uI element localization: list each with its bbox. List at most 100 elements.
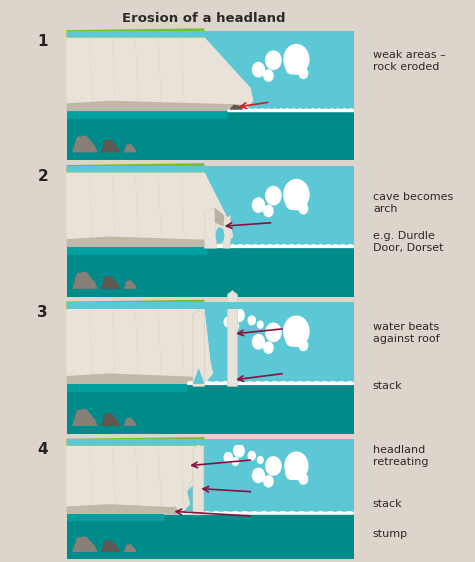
Polygon shape bbox=[207, 244, 354, 248]
Polygon shape bbox=[229, 105, 243, 110]
Circle shape bbox=[283, 315, 310, 347]
Circle shape bbox=[298, 473, 308, 485]
Text: weak areas –
rock eroded: weak areas – rock eroded bbox=[373, 51, 446, 72]
Polygon shape bbox=[124, 544, 137, 552]
Circle shape bbox=[232, 322, 239, 331]
Circle shape bbox=[265, 51, 282, 70]
Circle shape bbox=[223, 452, 233, 463]
Polygon shape bbox=[101, 139, 120, 152]
Polygon shape bbox=[193, 368, 204, 384]
Polygon shape bbox=[215, 208, 224, 226]
Polygon shape bbox=[196, 38, 253, 111]
Circle shape bbox=[247, 315, 256, 325]
Polygon shape bbox=[101, 540, 120, 552]
Polygon shape bbox=[66, 31, 354, 38]
Polygon shape bbox=[164, 506, 179, 515]
Text: stump: stump bbox=[373, 529, 408, 540]
Polygon shape bbox=[196, 173, 233, 247]
Circle shape bbox=[223, 316, 233, 328]
Polygon shape bbox=[66, 38, 253, 160]
Circle shape bbox=[284, 451, 309, 480]
Polygon shape bbox=[66, 439, 354, 559]
Polygon shape bbox=[66, 28, 204, 38]
Circle shape bbox=[283, 44, 310, 75]
Polygon shape bbox=[187, 381, 354, 393]
Polygon shape bbox=[66, 437, 204, 446]
Polygon shape bbox=[176, 446, 204, 514]
Circle shape bbox=[285, 196, 297, 210]
Circle shape bbox=[283, 179, 310, 210]
Circle shape bbox=[256, 456, 264, 464]
Circle shape bbox=[263, 475, 274, 488]
Polygon shape bbox=[66, 31, 354, 160]
Circle shape bbox=[233, 443, 245, 457]
Polygon shape bbox=[66, 514, 354, 521]
Polygon shape bbox=[66, 439, 354, 446]
Circle shape bbox=[252, 197, 265, 213]
Polygon shape bbox=[66, 309, 213, 434]
Ellipse shape bbox=[216, 227, 224, 244]
Polygon shape bbox=[66, 446, 204, 559]
Circle shape bbox=[263, 205, 274, 217]
Circle shape bbox=[256, 320, 264, 329]
Polygon shape bbox=[207, 244, 354, 256]
Circle shape bbox=[298, 67, 308, 79]
Polygon shape bbox=[66, 514, 354, 559]
Text: Erosion of a headland: Erosion of a headland bbox=[123, 12, 286, 25]
Circle shape bbox=[265, 186, 282, 206]
Circle shape bbox=[252, 334, 265, 350]
Polygon shape bbox=[187, 381, 354, 385]
Text: water beats
against roof: water beats against roof bbox=[373, 322, 439, 344]
Polygon shape bbox=[66, 166, 354, 173]
Circle shape bbox=[233, 309, 245, 323]
Polygon shape bbox=[124, 418, 137, 426]
Polygon shape bbox=[228, 108, 354, 112]
Polygon shape bbox=[66, 173, 233, 297]
Polygon shape bbox=[124, 144, 137, 152]
Circle shape bbox=[285, 466, 297, 480]
Polygon shape bbox=[66, 384, 354, 392]
Polygon shape bbox=[66, 373, 207, 434]
Polygon shape bbox=[66, 166, 354, 297]
Polygon shape bbox=[164, 511, 354, 515]
Circle shape bbox=[247, 451, 256, 461]
Polygon shape bbox=[66, 111, 354, 119]
Polygon shape bbox=[228, 291, 238, 387]
Polygon shape bbox=[66, 300, 204, 309]
Text: stack: stack bbox=[373, 381, 402, 391]
Polygon shape bbox=[66, 111, 354, 160]
Text: e.g. Durdle
Door, Dorset: e.g. Durdle Door, Dorset bbox=[373, 232, 443, 253]
Polygon shape bbox=[101, 276, 120, 289]
Polygon shape bbox=[124, 280, 137, 289]
Polygon shape bbox=[72, 135, 97, 152]
Text: cave becomes
arch: cave becomes arch bbox=[373, 192, 453, 214]
Polygon shape bbox=[223, 215, 230, 248]
Text: 4: 4 bbox=[38, 442, 48, 457]
Polygon shape bbox=[228, 108, 354, 120]
Polygon shape bbox=[164, 511, 354, 522]
Polygon shape bbox=[66, 163, 204, 173]
Polygon shape bbox=[66, 302, 354, 434]
Circle shape bbox=[265, 456, 282, 476]
Polygon shape bbox=[66, 247, 354, 255]
Text: 1: 1 bbox=[38, 34, 48, 49]
Circle shape bbox=[263, 69, 274, 82]
Circle shape bbox=[285, 332, 297, 347]
Circle shape bbox=[298, 339, 308, 351]
Circle shape bbox=[263, 341, 274, 354]
Polygon shape bbox=[66, 302, 354, 309]
Polygon shape bbox=[72, 536, 97, 552]
Text: 2: 2 bbox=[38, 169, 48, 184]
Circle shape bbox=[252, 468, 265, 483]
Polygon shape bbox=[101, 413, 120, 426]
Polygon shape bbox=[66, 237, 228, 297]
Polygon shape bbox=[196, 309, 213, 384]
Polygon shape bbox=[66, 384, 354, 434]
Polygon shape bbox=[72, 271, 97, 289]
Circle shape bbox=[265, 323, 282, 342]
Text: 3: 3 bbox=[38, 305, 48, 320]
Polygon shape bbox=[204, 208, 217, 248]
Text: stack: stack bbox=[373, 499, 402, 509]
Text: headland
retreating: headland retreating bbox=[373, 446, 428, 467]
Polygon shape bbox=[72, 409, 97, 426]
